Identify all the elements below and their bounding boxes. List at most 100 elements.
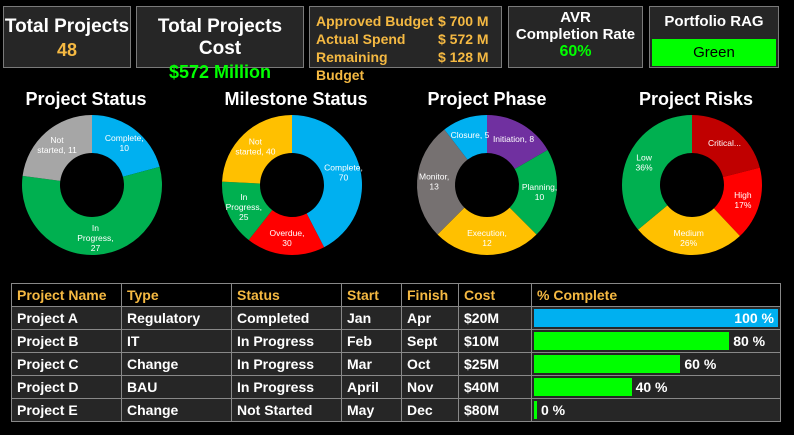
donut-slice-label: Critical...: [708, 138, 741, 148]
table-row[interactable]: Project B IT In Progress Feb Sept $10M 8…: [11, 329, 781, 353]
completion-rate-label-line1: AVR: [560, 9, 591, 26]
cell-type: BAU: [121, 375, 232, 399]
cell-project-name: Project A: [11, 306, 122, 330]
donut-slice: [444, 115, 487, 160]
donut-title-1: Milestone Status: [224, 89, 368, 109]
cell-project-name: Project E: [11, 398, 122, 422]
donut-slice-label: Monitor, 13: [419, 172, 449, 192]
donut-slice-label: Closure, 5: [451, 130, 490, 140]
cell-start: April: [341, 375, 402, 399]
col-start: Start: [341, 283, 402, 307]
table-row[interactable]: Project A Regulatory Completed Jan Apr $…: [11, 306, 781, 330]
donut-slice-label: Complete, 70: [324, 163, 363, 183]
donut-slice: [692, 115, 760, 178]
portfolio-rag-status: Green: [652, 39, 776, 66]
cell-start: May: [341, 398, 402, 422]
cell-pct-complete: 100 %: [531, 306, 781, 330]
col-project-name: Project Name: [11, 283, 122, 307]
donut-slice: [248, 210, 325, 255]
donut-slice-label: Low 36%: [636, 152, 653, 172]
portfolio-rag-card: Portfolio RAG Green: [649, 6, 779, 68]
donut-slice-label: In Progress, 25: [226, 192, 262, 222]
donut-slice-label: Initiation, 8: [493, 134, 534, 144]
actual-spend-label: Actual Spend: [316, 31, 406, 47]
table-header-row: Project Name Type Status Start Finish Co…: [11, 283, 781, 307]
cell-project-name: Project B: [11, 329, 122, 353]
donut-slice-label: Overdue, 30: [269, 228, 304, 248]
project-risks-donut: Critical... High 17% Medium 26% Low 36%: [622, 115, 762, 255]
actual-spend-value: $ 572 M: [438, 31, 489, 47]
table-row[interactable]: Project E Change Not Started May Dec $80…: [11, 398, 781, 422]
donut-slice: [292, 115, 362, 248]
donut-slice: [487, 115, 548, 169]
cell-pct-complete: 0 %: [531, 398, 781, 422]
donut-title-3: Project Risks: [638, 89, 754, 109]
cell-type: Change: [121, 352, 232, 376]
cell-type: Change: [121, 398, 232, 422]
cell-finish: Apr: [401, 306, 459, 330]
cell-pct-complete: 80 %: [531, 329, 781, 353]
donut-slice: [222, 115, 292, 184]
progress-label: 80 %: [733, 333, 766, 349]
table-row[interactable]: Project D BAU In Progress April Nov $40M…: [11, 375, 781, 399]
donut-title-0: Project Status: [25, 89, 147, 109]
cell-status: In Progress: [231, 352, 342, 376]
table-row[interactable]: Project C Change In Progress Mar Oct $25…: [11, 352, 781, 376]
portfolio-rag-label: Portfolio RAG: [664, 13, 764, 30]
cell-type: Regulatory: [121, 306, 232, 330]
project-status-donut: Complete, 10 In Progress, 27 Not started, 11: [22, 115, 163, 255]
completion-rate-value: 60%: [559, 43, 592, 60]
col-status: Status: [231, 283, 342, 307]
cell-project-name: Project C: [11, 352, 122, 376]
cell-finish: Oct: [401, 352, 459, 376]
cell-cost: $25M: [458, 352, 532, 376]
col-finish: Finish: [401, 283, 459, 307]
donut-slice-label: Complete, 10: [105, 133, 144, 153]
actual-spend-row: Actual Spend $ 572 M: [316, 30, 501, 48]
donut-slice: [22, 115, 92, 181]
donut-slice: [22, 166, 163, 255]
projects-table: Project Name Type Status Start Finish Co…: [11, 283, 781, 422]
total-projects-label: Total Projects: [4, 16, 130, 37]
cell-pct-complete: 60 %: [531, 352, 781, 376]
donut-slice: [509, 150, 557, 235]
remaining-budget-label: Remaining Budget: [316, 49, 388, 83]
cell-start: Mar: [341, 352, 402, 376]
progress-bar: [534, 332, 730, 350]
cell-project-name: Project D: [11, 375, 122, 399]
total-cost-label: Total Projects Cost: [157, 16, 283, 59]
col-pct-complete: % Complete: [531, 283, 781, 307]
cell-status: Not Started: [231, 398, 342, 422]
cell-status: In Progress: [231, 329, 342, 353]
progress-label: 100 %: [734, 310, 774, 326]
donut-slice: [92, 115, 160, 177]
donut-slice: [638, 205, 740, 255]
cell-finish: Dec: [401, 398, 459, 422]
project-phase-donut: Initiation, 8 Planning, 10 Execution, 12 Moni…: [417, 115, 557, 255]
progress-bar: [534, 401, 537, 419]
progress-label: 40 %: [635, 379, 668, 395]
total-projects-card: Total Projects 48: [3, 6, 131, 68]
cell-start: Jan: [341, 306, 402, 330]
completion-rate-card: AVR Completion Rate 60%: [508, 6, 643, 68]
total-projects-value: 48: [56, 40, 78, 60]
remaining-budget-value: $ 128 M: [438, 49, 489, 65]
approved-budget-label: Approved Budget: [316, 13, 434, 29]
donut-slice: [622, 115, 692, 230]
donut-slice: [222, 181, 273, 241]
donut-slice-label: Planning, 10: [522, 182, 557, 202]
cell-finish: Sept: [401, 329, 459, 353]
donut-slice-label: In Progress, 27: [77, 223, 113, 253]
cell-status: In Progress: [231, 375, 342, 399]
remaining-budget-row: Remaining Budget $ 128 M: [316, 48, 501, 84]
donut-slice-label: Not started, 11: [37, 135, 77, 155]
cell-cost: $20M: [458, 306, 532, 330]
cell-start: Feb: [341, 329, 402, 353]
completion-rate-label-line2: Completion Rate: [515, 26, 636, 43]
budget-card: Approved Budget $ 700 M Actual Spend $ 5…: [309, 6, 502, 83]
cell-finish: Nov: [401, 375, 459, 399]
cell-cost: $40M: [458, 375, 532, 399]
progress-label: 0 %: [541, 402, 566, 418]
donut-slice-label: Medium 26%: [674, 228, 704, 248]
approved-budget-value: $ 700 M: [438, 13, 489, 29]
